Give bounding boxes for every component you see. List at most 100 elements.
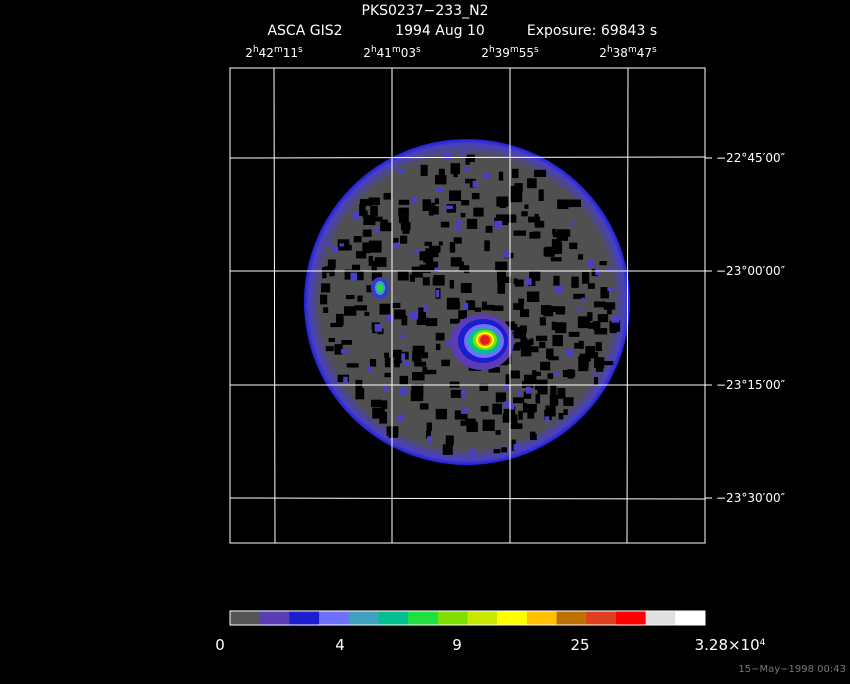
dark-pixel xyxy=(398,215,409,224)
label-part: s xyxy=(652,45,657,55)
faint-pixel xyxy=(401,353,406,361)
dark-pixel xyxy=(548,356,559,361)
dec-label: −23°30′00″ xyxy=(716,491,786,505)
dark-pixel xyxy=(460,420,467,426)
dark-pixel xyxy=(535,335,548,342)
dark-pixel xyxy=(512,414,518,427)
label: 25 xyxy=(570,636,589,654)
dark-pixel xyxy=(492,403,502,415)
dark-pixel xyxy=(563,409,568,416)
colorbar-swatch xyxy=(378,611,409,625)
dark-pixel xyxy=(368,255,374,266)
faint-pixel xyxy=(423,304,428,313)
dark-pixel xyxy=(474,307,482,312)
dark-pixel xyxy=(355,387,365,400)
dark-pixel xyxy=(587,283,595,289)
dark-pixel xyxy=(423,251,434,263)
label-part: m xyxy=(628,45,637,55)
dark-pixel xyxy=(532,370,537,381)
dark-pixel xyxy=(418,307,426,320)
label-part: 39 xyxy=(495,46,510,60)
dark-pixel xyxy=(528,216,541,223)
faint-pixel xyxy=(576,307,581,313)
dark-pixel xyxy=(401,315,408,326)
faint-pixel xyxy=(446,205,453,209)
dark-pixel xyxy=(550,384,557,396)
dark-pixel xyxy=(374,257,387,267)
faint-pixel xyxy=(394,242,400,249)
dark-pixel xyxy=(411,372,425,381)
dark-pixel xyxy=(458,310,467,320)
dark-pixel xyxy=(335,313,344,326)
dark-pixel xyxy=(412,345,425,355)
colorbar-swatch xyxy=(497,611,528,625)
dark-pixel xyxy=(425,369,437,375)
dark-pixel xyxy=(579,353,591,362)
dark-pixel xyxy=(371,260,377,272)
dark-pixel xyxy=(594,376,599,386)
dark-pixel xyxy=(498,171,504,181)
dark-pixel xyxy=(325,346,334,352)
dark-pixel xyxy=(535,393,541,404)
label-part: 25 xyxy=(570,636,589,654)
faint-pixel xyxy=(525,278,532,286)
dark-pixel xyxy=(432,277,440,286)
dark-pixel xyxy=(454,410,468,420)
date: 1994 Aug 10 xyxy=(395,23,485,39)
dark-pixel xyxy=(341,340,353,345)
dark-pixel xyxy=(499,197,507,209)
dark-pixel xyxy=(571,276,579,288)
dark-pixel xyxy=(587,312,593,321)
dark-pixel xyxy=(435,408,447,420)
label-part: 42 xyxy=(259,46,274,60)
dark-pixel xyxy=(426,318,438,327)
dark-pixel xyxy=(599,260,607,266)
dark-pixel xyxy=(556,229,569,241)
faint-pixel xyxy=(554,372,560,376)
faint-pixel xyxy=(343,376,348,383)
dark-pixel xyxy=(371,272,383,281)
dark-pixel xyxy=(414,361,427,367)
faint-pixel xyxy=(464,166,470,171)
faint-pixel xyxy=(396,414,404,422)
faint-pixel xyxy=(350,272,358,281)
faint-pixel xyxy=(427,436,432,443)
dark-pixel xyxy=(453,237,462,244)
label-part: 9 xyxy=(452,636,462,654)
dark-pixel xyxy=(465,418,476,425)
faint-pixel xyxy=(436,289,440,298)
faint-pixel xyxy=(367,366,372,372)
dark-pixel xyxy=(578,356,583,362)
dark-pixel xyxy=(513,230,527,236)
dark-pixel xyxy=(600,287,609,299)
dark-pixel xyxy=(514,183,523,192)
dark-pixel xyxy=(347,244,352,251)
dark-pixel xyxy=(328,337,336,343)
colorbar-swatch xyxy=(437,611,468,625)
faint-pixel xyxy=(503,385,511,389)
colorbar-swatch xyxy=(615,611,647,625)
dark-pixel xyxy=(419,264,431,273)
dark-pixel xyxy=(323,307,329,313)
dark-pixel xyxy=(544,246,555,257)
dark-pixel xyxy=(492,305,504,311)
dark-pixel xyxy=(522,402,527,413)
dark-pixel xyxy=(537,383,548,395)
label-part: 0 xyxy=(215,636,225,654)
second-source xyxy=(371,277,389,299)
dark-pixel xyxy=(513,327,527,339)
label-part: 3.28×10 xyxy=(695,636,760,654)
colorbar-swatch xyxy=(289,611,320,625)
dark-pixel xyxy=(513,278,518,284)
faint-pixel xyxy=(607,287,614,292)
dark-pixel xyxy=(452,301,461,309)
instrument: ASCA GIS2 xyxy=(267,23,342,39)
dark-pixel xyxy=(399,375,409,385)
dark-pixel xyxy=(438,168,445,181)
dark-pixel xyxy=(479,383,489,391)
label-part: 2 xyxy=(363,46,371,60)
dark-pixel xyxy=(558,412,564,420)
dark-pixel xyxy=(371,216,383,222)
dark-pixel xyxy=(481,301,487,311)
